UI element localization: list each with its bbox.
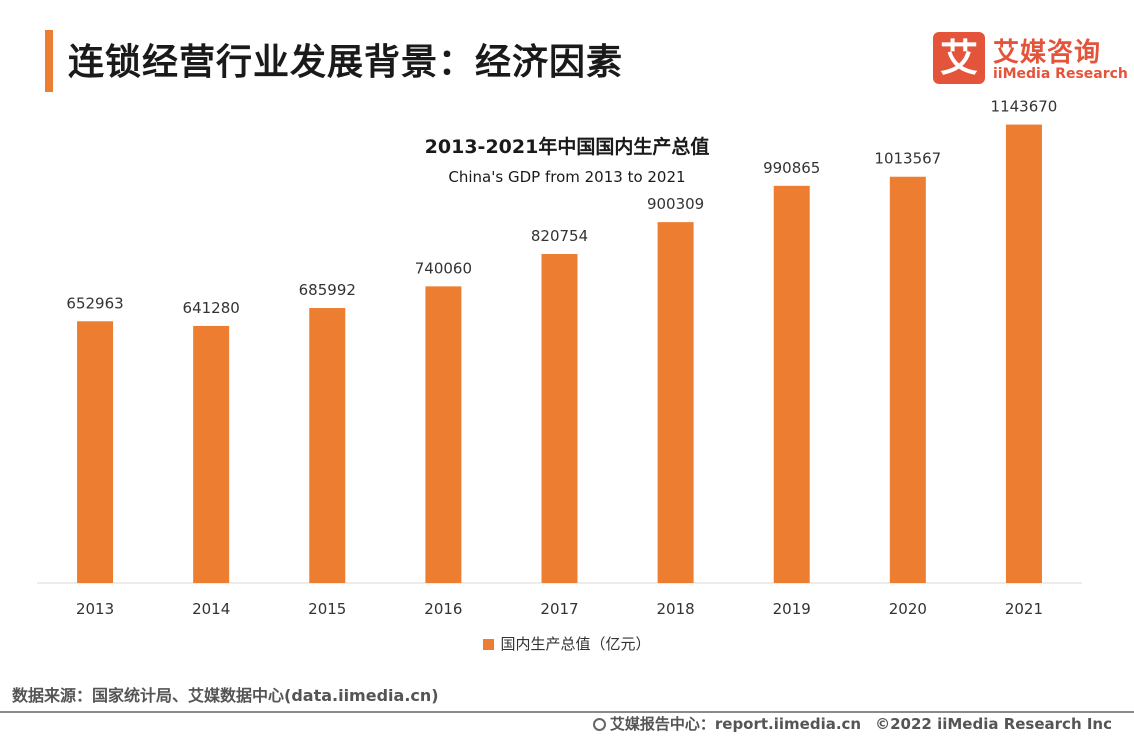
data-label-2017: 820754 [531, 227, 588, 245]
logo-name-en: iiMedia Research [993, 66, 1128, 82]
legend-swatch [483, 639, 495, 650]
data-label-2013: 652963 [66, 294, 123, 312]
logo-name-cn: 艾媒咨询 [993, 38, 1102, 68]
bar-2013 [77, 321, 114, 583]
bar-2018 [657, 222, 694, 583]
data-label-2021: 1143670 [991, 98, 1058, 116]
logo-mark-icon: 艾 [933, 32, 985, 84]
x-tick-2019: 2019 [773, 600, 811, 618]
data-label-2018: 900309 [647, 195, 704, 213]
report-center[interactable]: 艾媒报告中心：report.iimedia.cn [609, 715, 862, 733]
legend-label: 国内生产总值（亿元） [500, 635, 651, 653]
bar-2021 [1005, 124, 1042, 583]
x-tick-2021: 2021 [1005, 600, 1043, 618]
title-accent-bar [45, 30, 53, 92]
bar-2014 [193, 325, 230, 583]
data-label-2019: 990865 [763, 159, 820, 177]
bar-2017 [541, 254, 578, 583]
x-tick-2020: 2020 [889, 600, 927, 618]
iimedia-logo: 艾 艾媒咨询 iiMedia Research [933, 32, 1128, 88]
x-tick-2013: 2013 [76, 600, 114, 618]
x-tick-2016: 2016 [424, 600, 462, 618]
bar-2020 [889, 176, 926, 583]
bar-2016 [425, 286, 462, 583]
data-source: 数据来源：国家统计局、艾媒数据中心(data.iimedia.cn) [12, 686, 439, 705]
bar-2015 [309, 308, 346, 583]
copyright: ©2022 iiMedia Research Inc [875, 715, 1112, 733]
footer-bar: 艾媒报告中心：report.iimedia.cn ©2022 iiMedia Re… [592, 713, 1112, 734]
footer-divider [0, 711, 1134, 713]
x-tick-2015: 2015 [308, 600, 346, 618]
chart-subtitle: China's GDP from 2013 to 2021 [448, 168, 686, 186]
x-tick-2018: 2018 [657, 600, 695, 618]
data-label-2014: 641280 [183, 299, 240, 317]
x-tick-2017: 2017 [540, 600, 578, 618]
data-label-2016: 740060 [415, 259, 472, 277]
data-label-2020: 1013567 [874, 150, 941, 168]
chart-title: 2013-2021年中国国内生产总值 [424, 136, 710, 158]
data-label-2015: 685992 [299, 281, 356, 299]
page-title: 连锁经营行业发展背景：经济因素 [68, 42, 624, 83]
chart-legend: 国内生产总值（亿元） [0, 633, 1134, 654]
globe-icon [592, 718, 606, 731]
x-tick-2014: 2014 [192, 600, 230, 618]
bar-2019 [773, 185, 810, 583]
